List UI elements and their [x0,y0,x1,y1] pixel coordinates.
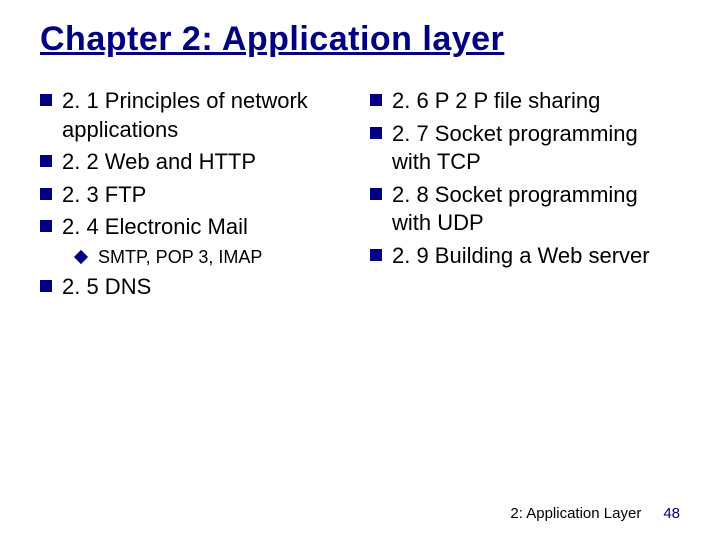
square-bullet-icon [40,188,52,200]
item-text: 2. 2 Web and HTTP [62,148,256,177]
right-column: 2. 6 P 2 P file sharing 2. 7 Socket prog… [370,87,680,306]
list-item: 2. 4 Electronic Mail [40,213,350,242]
square-bullet-icon [40,220,52,232]
list-item: 2. 6 P 2 P file sharing [370,87,680,116]
subitem-text: SMTP, POP 3, IMAP [98,246,262,269]
item-text: 2. 5 DNS [62,273,151,302]
square-bullet-icon [40,155,52,167]
item-text: 2. 6 P 2 P file sharing [392,87,600,116]
square-bullet-icon [370,94,382,106]
slide-title: Chapter 2: Application layer [40,20,680,59]
item-text: 2. 8 Socket programming with UDP [392,181,680,238]
slide-footer: 2: Application Layer 48 [510,505,680,522]
sub-list-item: SMTP, POP 3, IMAP [76,246,350,269]
list-item: 2. 1 Principles of network applications [40,87,350,144]
item-text: 2. 4 Electronic Mail [62,213,248,242]
square-bullet-icon [40,280,52,292]
slide-container: Chapter 2: Application layer 2. 1 Princi… [0,0,720,540]
item-text: 2. 1 Principles of network applications [62,87,350,144]
left-column: 2. 1 Principles of network applications … [40,87,350,306]
list-item: 2. 3 FTP [40,181,350,210]
item-text: 2. 7 Socket programming with TCP [392,120,680,177]
footer-label: 2: Application Layer [510,505,641,522]
content-columns: 2. 1 Principles of network applications … [40,87,680,306]
square-bullet-icon [40,94,52,106]
diamond-bullet-icon [74,250,88,264]
list-item: 2. 9 Building a Web server [370,242,680,271]
item-text: 2. 3 FTP [62,181,146,210]
list-item: 2. 5 DNS [40,273,350,302]
square-bullet-icon [370,188,382,200]
page-number: 48 [663,505,680,522]
item-text: 2. 9 Building a Web server [392,242,650,271]
list-item: 2. 2 Web and HTTP [40,148,350,177]
list-item: 2. 7 Socket programming with TCP [370,120,680,177]
list-item: 2. 8 Socket programming with UDP [370,181,680,238]
square-bullet-icon [370,249,382,261]
square-bullet-icon [370,127,382,139]
